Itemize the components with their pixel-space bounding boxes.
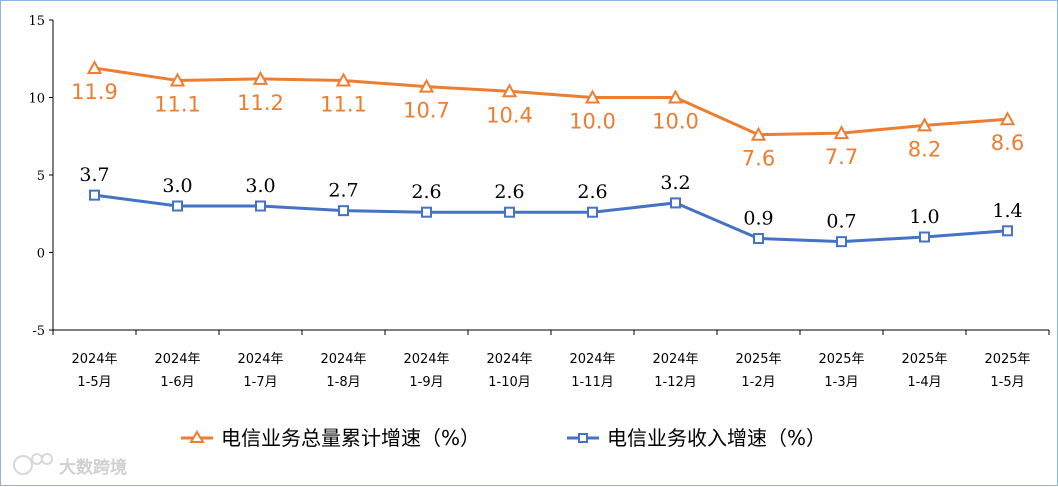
x-tick-label-year: 2025年 <box>984 352 1030 367</box>
x-tick-label-period: 1-10月 <box>488 375 531 390</box>
x-tick-label-year: 2024年 <box>486 352 532 367</box>
x-tick-label-year: 2024年 <box>652 352 698 367</box>
data-label: 7.6 <box>742 147 775 171</box>
data-label: 0.9 <box>743 208 773 230</box>
data-label: 11.1 <box>154 92 201 116</box>
x-tick-label-year: 2025年 <box>901 352 947 367</box>
data-label: 0.7 <box>826 211 856 233</box>
series-layer <box>86 59 1016 248</box>
watermark-text: 大数跨境 <box>59 457 127 478</box>
data-labels: 11.9 11.1 11.2 11.1 10.7 10.4 10.0 10.0 7.6 7.7 8.… <box>71 80 1024 233</box>
data-label: 11.9 <box>71 80 118 104</box>
data-label: 2.6 <box>577 181 607 203</box>
x-tick-label-year: 2024年 <box>71 352 117 367</box>
x-tick-label-year: 2024年 <box>237 352 283 367</box>
data-label: 7.7 <box>825 145 858 169</box>
y-tick-label: 10 <box>28 92 45 107</box>
x-tick-label-year: 2024年 <box>569 352 615 367</box>
legend-triangle-marker <box>189 430 205 443</box>
data-point-square <box>255 200 266 212</box>
data-point-triangle <box>501 83 518 98</box>
x-tick-label-period: 1-5月 <box>77 375 111 390</box>
data-point-square <box>836 236 847 248</box>
legend-label-revenue: 电信业务收入增速（%） <box>607 426 826 450</box>
x-tick-label-year: 2025年 <box>735 352 781 367</box>
data-label: 1.4 <box>992 200 1022 222</box>
data-point-square <box>421 206 432 218</box>
data-point-triangle <box>252 70 269 85</box>
data-point-triangle <box>750 126 767 141</box>
data-label: 1.0 <box>909 206 939 228</box>
data-point-square <box>587 206 598 218</box>
data-point-triangle <box>169 72 186 87</box>
data-label: 3.2 <box>660 172 690 194</box>
data-point-square <box>753 233 764 245</box>
data-point-triangle <box>916 117 933 132</box>
data-label: 10.0 <box>569 110 616 134</box>
x-axis-ticks: 2024年 1-5月 2024年 1-6月 2024年 1-7月 2024年 1-8月 2024… <box>52 330 1050 390</box>
x-tick-label-period: 1-8月 <box>326 375 360 390</box>
data-point-triangle <box>335 72 352 87</box>
data-point-square <box>670 197 681 209</box>
data-point-triangle <box>584 89 601 104</box>
x-tick-label-year: 2024年 <box>403 352 449 367</box>
data-label: 11.2 <box>237 91 284 115</box>
x-tick-label-period: 1-4月 <box>907 375 941 390</box>
data-point-triangle <box>999 111 1016 126</box>
series-line-total-volume <box>94 66 1008 137</box>
data-point-square <box>1002 225 1013 237</box>
x-tick-label-year: 2025年 <box>818 352 864 367</box>
data-label: 10.7 <box>403 99 450 123</box>
data-label: 3.0 <box>245 175 275 197</box>
data-label: 10.0 <box>652 110 699 134</box>
data-point-triangle <box>667 89 684 104</box>
legend-item-total-volume: 电信业务总量累计增速（%） <box>181 426 480 450</box>
data-point-triangle <box>86 59 103 75</box>
y-tick-label: -5 <box>32 324 45 339</box>
data-point-square <box>919 231 930 243</box>
data-label: 11.1 <box>320 92 367 116</box>
data-label: 2.6 <box>494 181 524 203</box>
data-label: 8.6 <box>991 131 1024 155</box>
x-tick-label-period: 1-5月 <box>990 375 1024 390</box>
data-point-square <box>338 205 349 217</box>
x-tick-label-period: 1-12月 <box>654 375 697 390</box>
x-tick-label-period: 1-11月 <box>571 375 614 390</box>
legend-item-revenue: 电信业务收入增速（%） <box>567 426 826 450</box>
legend-square-marker <box>578 433 588 443</box>
x-tick-label-period: 1-6月 <box>160 375 194 390</box>
data-point-triangle <box>833 125 850 140</box>
x-tick-label-period: 1-2月 <box>741 375 775 390</box>
data-label: 10.4 <box>486 103 533 127</box>
data-label: 2.7 <box>328 180 358 202</box>
y-tick-label: 15 <box>28 14 45 29</box>
data-point-triangle <box>418 78 435 93</box>
data-label: 3.0 <box>162 175 192 197</box>
y-axis-ticks: 15 10 5 0 -5 <box>28 14 53 339</box>
watermark-logo-icon <box>13 453 53 475</box>
x-tick-label-year: 2024年 <box>154 352 200 367</box>
data-label: 2.6 <box>411 181 441 203</box>
x-tick-label-period: 1-9月 <box>409 375 443 390</box>
x-tick-label-period: 1-3月 <box>824 375 858 390</box>
axes <box>52 20 1049 331</box>
data-point-square <box>504 206 515 218</box>
series-line-revenue <box>94 193 1008 244</box>
data-label: 8.2 <box>908 137 941 161</box>
data-label: 3.7 <box>79 164 109 186</box>
x-tick-label-year: 2024年 <box>320 352 366 367</box>
legend-label-total-volume: 电信业务总量累计增速（%） <box>221 426 480 450</box>
x-tick-label-period: 1-7月 <box>243 375 277 390</box>
data-point-square <box>172 200 183 212</box>
data-point-square <box>89 189 100 201</box>
y-tick-label: 0 <box>37 247 45 262</box>
legend: 电信业务总量累计增速（%） 电信业务收入增速（%） <box>181 426 826 450</box>
watermark: 大数跨境 <box>13 453 127 478</box>
y-tick-label: 5 <box>37 169 45 184</box>
